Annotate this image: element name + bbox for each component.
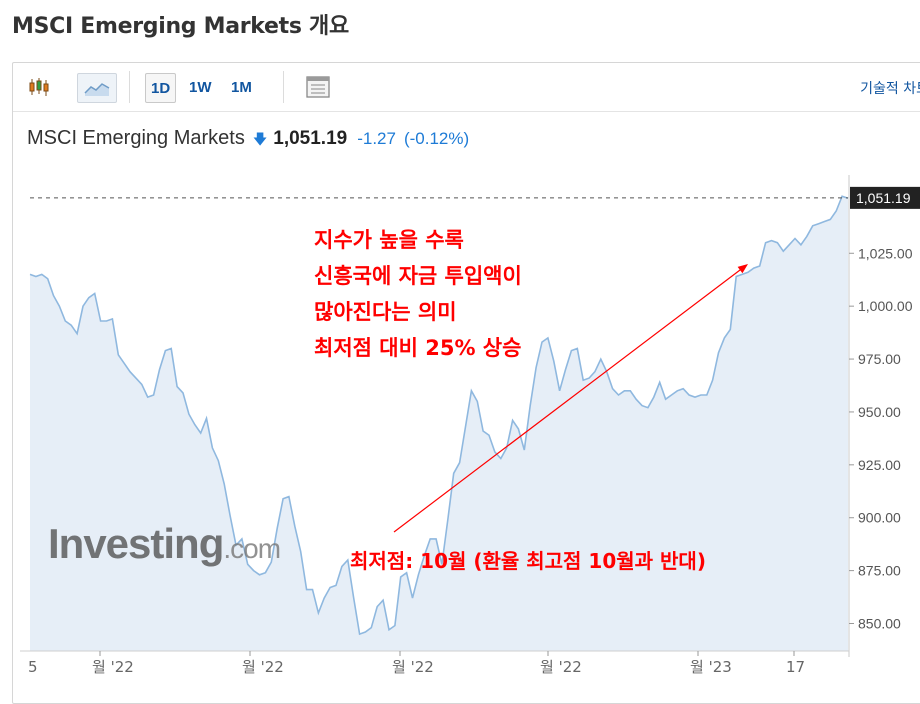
table-view-icon[interactable] <box>303 73 333 101</box>
candlestick-icon[interactable] <box>23 73 59 101</box>
annotation-top: 지수가 높을 수록 신흥국에 자금 투입액이 많아진다는 의미 최저점 대비 2… <box>314 222 522 366</box>
price-chart[interactable]: 850.00 875.00 900.00 925.00 950.00 975.00 1,00… <box>0 0 920 681</box>
x-tick-label: 17 <box>786 658 805 676</box>
y-tick-label: 1,000.00 <box>858 298 913 314</box>
quote-bar: MSCI Emerging Markets 🡇 1,051.19 -1.27 (… <box>27 127 469 153</box>
annotation-arrowhead <box>737 264 748 274</box>
annotation-line: 많아진다는 의미 <box>314 300 457 324</box>
investing-watermark: Investing.com <box>48 520 281 567</box>
y-tick-label: 925.00 <box>858 457 901 473</box>
down-arrow-icon: 🡇 <box>252 131 268 147</box>
price-line <box>29 195 849 636</box>
y-tick-label: 1,025.00 <box>858 245 913 261</box>
range-1m-button[interactable]: 1M <box>231 78 252 96</box>
annotation-line: 지수가 높을 수록 <box>314 228 464 252</box>
last-price: 1,051.19 <box>273 128 348 149</box>
x-tick-label: 월 '23 <box>690 658 732 676</box>
technical-chart-link[interactable]: 기술적 차트 <box>860 81 920 97</box>
area-chart-icon[interactable] <box>77 73 117 103</box>
y-tick-label: 900.00 <box>858 510 901 526</box>
last-value-label: 1,051.19 <box>856 190 911 206</box>
y-tick-label: 850.00 <box>858 615 901 631</box>
price-change: -1.27 <box>357 129 396 148</box>
y-tick-label: 950.00 <box>858 404 901 420</box>
range-1d-button[interactable]: 1D <box>145 73 177 103</box>
x-tick-label: 월 '22 <box>242 658 284 676</box>
price-change-percent: (-0.12%) <box>403 129 470 148</box>
y-tick-label: 875.00 <box>858 563 901 579</box>
x-tick-label: 5 <box>28 658 38 676</box>
page-title: MSCI Emerging Markets 개요 <box>12 14 349 39</box>
range-1w-button[interactable]: 1W <box>189 78 212 96</box>
last-value-badge <box>850 186 920 209</box>
chart-toolbar: 1D 1W 1M 기술적 차트 <box>13 63 920 112</box>
annotation-low-point: 최저점: 10월 (환율 최고점 10월과 반대) <box>350 549 706 573</box>
area-fill <box>30 196 848 651</box>
annotation-line: 신흥국에 자금 투입액이 <box>314 264 522 288</box>
y-tick-label: 975.00 <box>858 351 901 367</box>
x-tick-label: 월 '22 <box>540 658 582 676</box>
x-tick-label: 월 '22 <box>92 658 134 676</box>
x-tick-label: 월 '22 <box>392 658 434 676</box>
annotation-arrow <box>393 266 745 533</box>
instrument-name: MSCI Emerging Markets <box>27 127 245 149</box>
annotation-line: 최저점 대비 25% 상승 <box>314 336 522 360</box>
